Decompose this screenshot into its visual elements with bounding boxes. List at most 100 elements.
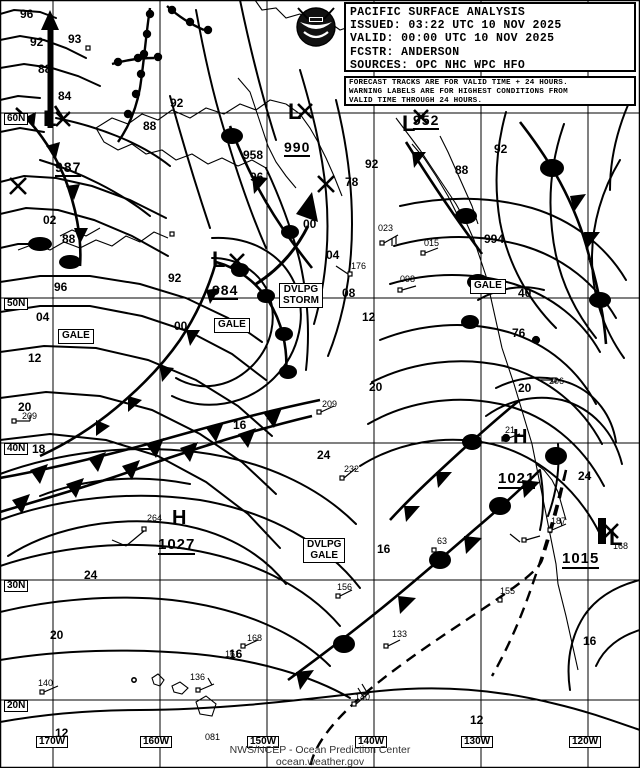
warning-box-line: GALE: [62, 330, 90, 341]
isobar-label: 78: [345, 175, 359, 189]
isobar-label: 92: [494, 142, 508, 156]
warning-box: GALE: [58, 329, 94, 344]
isobar-label: 24: [317, 448, 331, 462]
high-pressure-symbol: H: [172, 507, 187, 529]
isobars: [0, 0, 640, 731]
low-pressure-symbol: L: [212, 247, 226, 272]
isobar-label: 24: [578, 469, 592, 483]
station-plot-label: 081: [205, 732, 221, 742]
station-plot-label: 023: [378, 223, 394, 233]
warm-front-gulf: [215, 260, 297, 379]
header-sources: SOURCES: OPC NHC WPC HFO: [350, 58, 526, 72]
station-plot-label: 232: [344, 464, 360, 474]
latitude-label: 50N: [4, 298, 29, 310]
station-plot-label: 168: [613, 541, 629, 551]
analysis-header: PACIFIC SURFACE ANALYSIS ISSUED: 03:22 U…: [344, 2, 636, 72]
warning-box: DVLPG STORM: [279, 283, 323, 308]
longitude-label: 170W: [36, 736, 69, 748]
isobar-label: 88: [143, 119, 157, 133]
isobar-label: 04: [326, 248, 340, 262]
isobar-label: 12: [362, 310, 376, 324]
isobar-label: 08: [342, 286, 356, 300]
warning-box-line: STORM: [283, 294, 319, 306]
isobar-label: 92: [365, 157, 379, 171]
longitude-label: 150W: [247, 736, 280, 748]
latitude-label: 30N: [4, 580, 29, 592]
isobar-label: 16: [233, 418, 247, 432]
station-plot-label: 21: [505, 425, 516, 435]
station-plot-label: 209: [322, 399, 338, 409]
warning-box-line: GALE: [218, 319, 246, 330]
station-plot-label: 161: [225, 649, 241, 659]
low-pressure-symbol: L: [609, 525, 623, 550]
station-plot-label: 187: [551, 516, 567, 526]
cold-front-west: [15, 107, 88, 269]
latitude-label: 60N: [4, 113, 29, 125]
header-fcstr: FCSTR: ANDERSON: [350, 45, 460, 59]
latitude-label: 40N: [4, 443, 29, 455]
isobar-label: 18: [32, 442, 46, 456]
isobar-label: 02: [43, 213, 57, 227]
low-pressure-symbol: L: [288, 99, 302, 124]
station-plot-label: 140: [355, 692, 371, 702]
low-pressure-symbol: L: [43, 106, 57, 131]
pressure-value-label: 987: [55, 159, 82, 177]
header-issued: ISSUED: 03:22 UTC 10 NOV 2025: [350, 19, 562, 33]
isobar-label: 96: [54, 280, 68, 294]
pressure-value-label: 1015: [562, 550, 600, 569]
isobar-label: 20: [50, 628, 64, 642]
isobar-label: 96: [20, 7, 34, 21]
isobar-label: 12: [470, 713, 484, 727]
cold-front-midpacific: [0, 398, 321, 514]
credit-url: ocean.weather.gov: [275, 756, 365, 768]
isobar-label: 40: [518, 286, 532, 300]
isobar-label: 88: [62, 232, 76, 246]
isobar-label: 04: [36, 310, 50, 324]
header-valid: VALID: 00:00 UTC 10 NOV 2025: [350, 32, 555, 46]
tropical-symbol: [598, 518, 606, 544]
cold-front-southeast: [287, 447, 567, 690]
high-pressure-symbol: H: [513, 426, 528, 448]
station-plot-label: 176: [351, 261, 367, 271]
warning-box: GALE: [470, 279, 506, 294]
isobar-label: 84: [58, 89, 72, 103]
longitude-label: 160W: [140, 736, 173, 748]
isobar-label: 16: [229, 647, 243, 661]
front-ne-pacific: [518, 121, 611, 345]
credit-block: NWS/NCEP - Ocean Prediction Center ocean…: [0, 744, 640, 768]
note-line-3: VALID TIME THROUGH 24 HOURS.: [349, 97, 483, 105]
trough-dashed: [308, 469, 568, 768]
forecast-position-markers: [9, 103, 619, 539]
station-plot-label: 133: [392, 629, 408, 639]
station-plot-label: 140: [38, 678, 54, 688]
station-plot-label: 136: [190, 672, 206, 682]
pressure-value-label: 1021: [498, 470, 536, 489]
station-plot-label: 264: [147, 513, 163, 523]
warning-box: GALE: [214, 318, 250, 333]
longitude-label: 120W: [569, 736, 602, 748]
isobar-label: 20: [518, 381, 532, 395]
noaa-logo: [296, 7, 336, 47]
note-line-1: FORECAST TRACKS ARE FOR VALID TIME + 24 …: [349, 79, 568, 87]
station-plot-label: 168: [247, 633, 263, 643]
low-pressure-symbol: L: [402, 111, 416, 136]
cold-front-gulf-alaska: [39, 261, 220, 458]
credit-agency: NWS/NCEP - Ocean Prediction Center: [229, 744, 411, 756]
warning-box-line: GALE: [310, 549, 339, 561]
occluded-front-nw: [111, 5, 213, 143]
cold-front-east: [389, 398, 521, 522]
warning-box-line: DVLPG: [283, 284, 319, 295]
front-panhandle: [221, 125, 314, 269]
isobar-label: 93: [68, 32, 82, 46]
isobar-label: 96: [250, 170, 264, 184]
isobar-label: 20: [369, 380, 383, 394]
latitude-label: 20N: [4, 700, 29, 712]
station-plot-label: 155: [500, 586, 516, 596]
isobar-label: 92: [170, 96, 184, 110]
pressure-value-label: 984: [212, 282, 239, 300]
station-plot-label: 63: [437, 536, 448, 546]
pressure-value-label: 1027: [158, 536, 196, 555]
station-plot-label: 015: [424, 238, 440, 248]
